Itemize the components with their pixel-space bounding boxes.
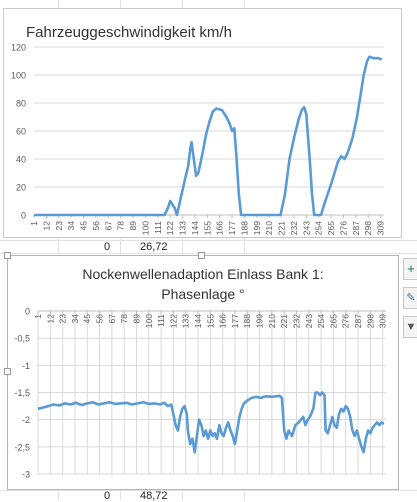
x-tick-label: 56 bbox=[91, 221, 101, 231]
grid-line bbox=[58, 0, 59, 500]
data-series-line bbox=[34, 55, 383, 217]
x-tick-label: 243 bbox=[304, 314, 314, 328]
x-tick-label: 276 bbox=[341, 314, 351, 328]
y-tick-label: 120 bbox=[11, 43, 26, 53]
chart-title: Fahrzeuggeschwindigkeit km/h bbox=[26, 24, 232, 41]
x-tick-label: 12 bbox=[45, 314, 55, 324]
x-tick-label: 221 bbox=[279, 314, 289, 328]
x-tick-label: 78 bbox=[116, 221, 126, 231]
x-tick-label: 34 bbox=[70, 314, 80, 324]
x-tick-label: 111 bbox=[153, 221, 163, 234]
x-tick-label: 23 bbox=[58, 314, 68, 324]
x-tick-label: 1 bbox=[33, 314, 43, 319]
x-tick-label: 177 bbox=[230, 314, 240, 328]
grid-line bbox=[0, 253, 417, 254]
x-tick-label: 166 bbox=[215, 221, 225, 235]
y-tick-label: 60 bbox=[16, 127, 26, 137]
grid-line bbox=[0, 490, 417, 491]
x-tick-label: 23 bbox=[54, 221, 64, 231]
x-tick-label: 133 bbox=[181, 314, 191, 328]
x-tick-label: 221 bbox=[277, 221, 287, 235]
x-tick-label: 133 bbox=[178, 221, 188, 235]
cell-value[interactable]: 0 bbox=[104, 490, 111, 502]
y-tick-label: 0 bbox=[25, 307, 30, 317]
x-tick-label: 89 bbox=[131, 314, 141, 324]
x-tick-label: 188 bbox=[239, 221, 249, 235]
plus-icon[interactable]: + bbox=[403, 258, 417, 280]
y-tick-label: 80 bbox=[16, 99, 26, 109]
x-tick-label: 78 bbox=[119, 314, 129, 324]
cell-value[interactable]: 48,72 bbox=[140, 490, 168, 502]
x-tick-label: 56 bbox=[95, 314, 105, 324]
x-tick-label: 122 bbox=[165, 221, 175, 235]
x-tick-label: 309 bbox=[378, 314, 388, 328]
x-tick-label: 34 bbox=[66, 221, 76, 231]
cell-value[interactable]: 0 bbox=[104, 241, 111, 253]
filter-icon[interactable]: ▼ bbox=[403, 316, 417, 338]
grid-line bbox=[0, 240, 417, 241]
x-tick-label: 199 bbox=[252, 221, 262, 235]
x-tick-label: 287 bbox=[351, 221, 361, 235]
x-tick-label: 276 bbox=[338, 221, 348, 235]
grid-line bbox=[120, 0, 121, 500]
y-tick-label: -1,5 bbox=[14, 388, 30, 398]
x-tick-label: 155 bbox=[202, 221, 212, 235]
y-tick-label: -0,5 bbox=[14, 334, 30, 344]
x-tick-label: 232 bbox=[289, 221, 299, 235]
x-tick-label: 67 bbox=[103, 221, 113, 231]
y-tick-label: -2,5 bbox=[14, 442, 30, 452]
x-tick-label: 298 bbox=[365, 314, 375, 328]
y-tick-label: 100 bbox=[11, 71, 26, 81]
x-tick-label: 298 bbox=[363, 221, 373, 235]
x-tick-label: 287 bbox=[353, 314, 363, 328]
x-tick-label: 122 bbox=[168, 314, 178, 328]
chart-title: Nockenwellenadaption Einlass Bank 1: Pha… bbox=[82, 266, 324, 302]
x-tick-label: 177 bbox=[227, 221, 237, 235]
x-tick-label: 45 bbox=[82, 314, 92, 324]
resize-handle[interactable] bbox=[198, 252, 205, 259]
x-tick-label: 232 bbox=[291, 314, 301, 328]
x-tick-label: 100 bbox=[140, 221, 150, 235]
speed-chart[interactable]: Fahrzeuggeschwindigkeit km/h 0 20 40 60 80 10… bbox=[3, 8, 402, 238]
x-tick-label: 210 bbox=[264, 221, 274, 235]
x-tick-label: 199 bbox=[255, 314, 265, 328]
y-tick-label: -2 bbox=[22, 415, 30, 425]
x-tick-label: 265 bbox=[326, 221, 336, 235]
resize-handle[interactable] bbox=[4, 252, 11, 259]
grid-line bbox=[182, 0, 183, 500]
y-tick-label: 20 bbox=[16, 183, 26, 193]
resize-handle[interactable] bbox=[4, 368, 11, 375]
x-tick-label: 144 bbox=[190, 221, 200, 235]
x-tick-label: 12 bbox=[41, 221, 51, 231]
x-tick-label: 1 bbox=[29, 221, 39, 226]
x-tick-label: 100 bbox=[144, 314, 154, 328]
x-tick-label: 111 bbox=[156, 314, 166, 327]
x-tick-label: 155 bbox=[205, 314, 215, 328]
x-tick-label: 144 bbox=[193, 314, 203, 328]
brush-icon[interactable]: ✎ bbox=[403, 287, 417, 309]
y-tick-label: -3 bbox=[22, 470, 30, 480]
y-tick-label: 0 bbox=[21, 211, 26, 221]
x-tick-label: 210 bbox=[267, 314, 277, 328]
data-series-line bbox=[37, 391, 385, 454]
grid-line bbox=[244, 0, 245, 500]
x-tick-label: 89 bbox=[128, 221, 138, 231]
x-tick-label: 67 bbox=[107, 314, 117, 324]
x-tick-label: 188 bbox=[242, 314, 252, 328]
y-tick-label: -1 bbox=[22, 361, 30, 371]
cell-value[interactable]: 26,72 bbox=[140, 241, 168, 253]
camshaft-chart[interactable]: Nockenwellenadaption Einlass Bank 1: Pha… bbox=[7, 255, 399, 490]
x-tick-label: 166 bbox=[218, 314, 228, 328]
x-tick-label: 254 bbox=[314, 221, 324, 235]
y-tick-label: 40 bbox=[16, 155, 26, 165]
x-tick-label: 45 bbox=[79, 221, 89, 231]
camshaft-chart-plot: 0-0,5-1-1,5-2-2,5-31 12 23 34 45 56 67 78 89 100 1… bbox=[14, 307, 388, 480]
x-tick-label: 309 bbox=[376, 221, 386, 235]
x-tick-label: 254 bbox=[316, 314, 326, 328]
x-tick-label: 243 bbox=[301, 221, 311, 235]
x-tick-label: 265 bbox=[328, 314, 338, 328]
